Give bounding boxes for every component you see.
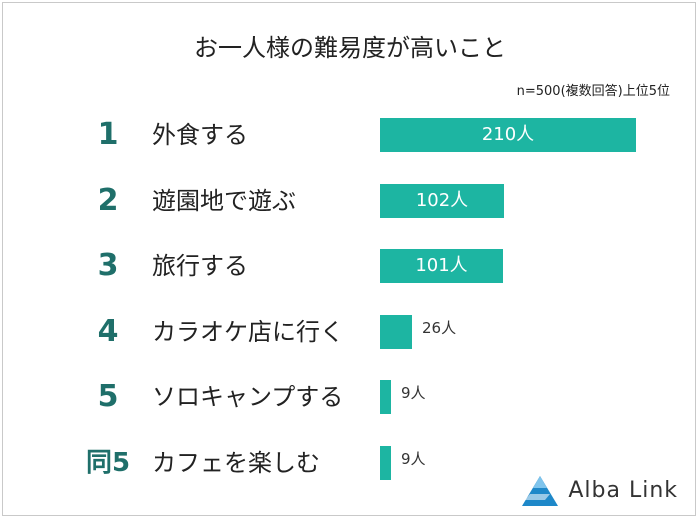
category-label: 外食する <box>152 121 248 149</box>
rank-label: 5 <box>97 379 119 414</box>
bar-row: 同5 カフェを楽しむ 9人 <box>0 443 700 483</box>
bar <box>380 445 391 480</box>
value-label: 26人 <box>422 318 457 337</box>
chart-frame <box>2 2 696 516</box>
category-label: 遊園地で遊ぶ <box>152 186 296 215</box>
rank-label: 同5 <box>85 447 131 478</box>
category-label: カラオケ店に行く <box>152 317 344 346</box>
bar <box>380 183 504 218</box>
sample-note: n=500(複数回答)上位5位 <box>516 84 670 99</box>
bar-row: 3 旅行する 101人 <box>0 246 700 286</box>
category-label: カフェを楽しむ <box>152 448 320 477</box>
bar-row: 1 外食する 210人 <box>0 115 700 155</box>
value-label: 210人 <box>481 124 535 145</box>
bar-row: 2 遊園地で遊ぶ 102人 <box>0 181 700 221</box>
rank-label: 3 <box>97 248 119 283</box>
bar-row: 4 カラオケ店に行く 26人 <box>0 312 700 352</box>
value-label: 101人 <box>415 255 468 276</box>
rank-label: 2 <box>97 182 119 218</box>
bar <box>380 118 636 152</box>
brand-name: Alba Link <box>568 478 678 503</box>
value-label: 9人 <box>401 449 426 468</box>
value-label: 102人 <box>415 189 469 211</box>
category-label: 旅行する <box>152 252 248 280</box>
triangle-logo-icon <box>522 476 558 506</box>
bar <box>380 380 391 414</box>
bar <box>380 314 412 349</box>
chart-title: お一人様の難易度が高いこと <box>194 34 506 62</box>
rank-label: 4 <box>97 313 119 349</box>
bar <box>380 249 503 283</box>
rank-label: 1 <box>97 117 119 152</box>
category-label: ソロキャンプする <box>152 383 344 411</box>
value-label: 9人 <box>401 384 426 402</box>
bar-row: 5 ソロキャンプする 9人 <box>0 377 700 417</box>
